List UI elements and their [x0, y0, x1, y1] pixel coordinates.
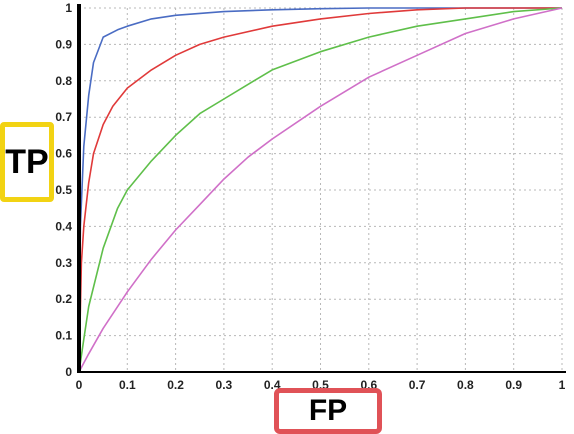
x-tick-label: 0.3: [216, 378, 233, 392]
x-tick-label: 1: [559, 378, 566, 392]
y-tick-label: 0.8: [55, 74, 72, 88]
y-tick-label: 0.1: [55, 329, 72, 343]
x-tick-label: 0.9: [505, 378, 522, 392]
grid: [79, 7, 563, 372]
x-tick-label: 0.7: [409, 378, 426, 392]
series-layer: [78, 7, 563, 373]
axes: [77, 4, 566, 373]
x-tick-label: 0: [76, 378, 83, 392]
y-tick-label: 0.7: [55, 110, 72, 124]
y-tick-label: 0: [65, 365, 72, 379]
x-tick-label: 0.1: [119, 378, 136, 392]
y-axis-label: TP: [0, 122, 54, 202]
y-tick-label: 0.4: [55, 219, 72, 233]
x-tick-label: 0.8: [457, 378, 474, 392]
tick-labels: 0 0.1 0.2 0.3 0.4 0.5 0.6 0.7 0.8 0.9 1 0 0.1 0.2 0.3 0…: [55, 1, 565, 392]
x-axis-label: FP: [274, 388, 382, 434]
roc-curve-2: [78, 7, 562, 373]
y-tick-label: 0.9: [55, 37, 72, 51]
roc-curve-3: [78, 7, 563, 373]
y-tick-label: 0.2: [55, 292, 72, 306]
y-tick-label: 1: [65, 1, 72, 15]
roc-curve-4: [78, 7, 563, 373]
y-tick-label: 0.5: [55, 183, 72, 197]
roc-curve-1: [78, 7, 562, 373]
y-tick-label: 0.6: [55, 147, 72, 161]
y-tick-label: 0.3: [55, 256, 72, 270]
x-tick-label: 0.2: [167, 378, 184, 392]
